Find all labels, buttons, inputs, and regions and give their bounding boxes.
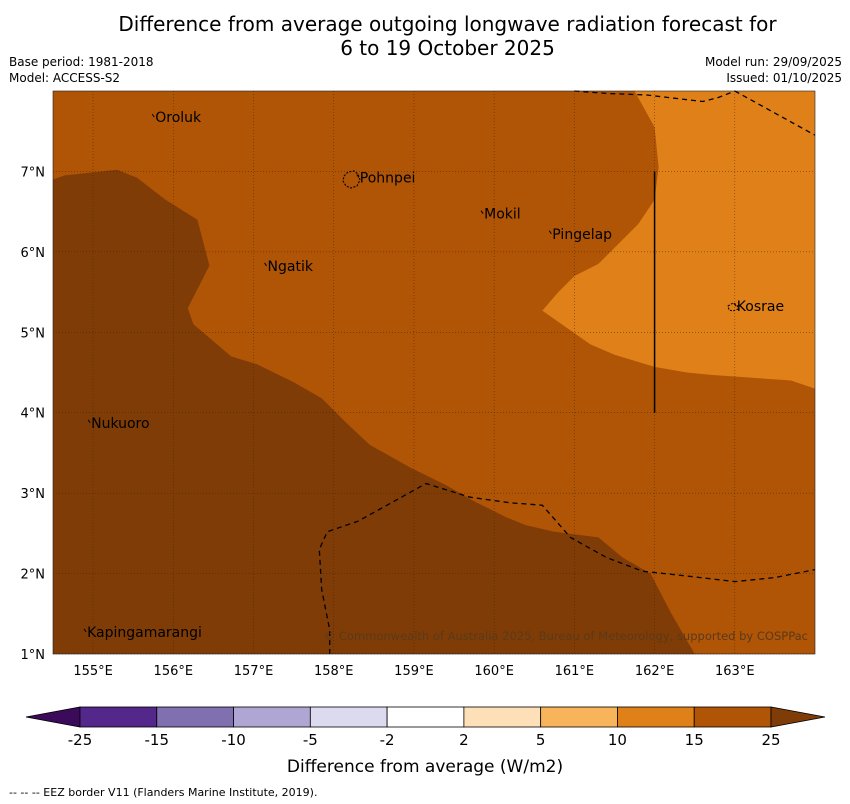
colorbar-tick-label: 25 xyxy=(761,731,780,749)
base-period-text: Base period: 1981-2018 xyxy=(9,55,154,69)
colorbar-tick-label: 15 xyxy=(685,731,704,749)
colorbar-segment xyxy=(386,706,465,728)
place-marker xyxy=(151,113,155,118)
colorbar-tick-label: -10 xyxy=(221,731,246,749)
place-marker xyxy=(264,262,267,267)
y-tick-label: 1°N xyxy=(21,648,46,663)
colorbar-tick-label: -25 xyxy=(68,731,93,749)
x-tick-label: 155°E xyxy=(73,664,113,679)
place-marker xyxy=(733,302,737,307)
place-marker xyxy=(548,230,552,235)
x-tick-label: 160°E xyxy=(474,664,514,679)
colorbar-segment xyxy=(463,706,542,728)
colorbar-title: Difference from average (W/m2) xyxy=(287,757,563,777)
place-label-kosrae: Kosrae xyxy=(737,299,784,315)
colorbar-tick-label: -5 xyxy=(303,731,318,749)
colorbar-under-arrow xyxy=(25,706,81,728)
eez-border-line xyxy=(318,482,816,654)
title-line-2: 6 to 19 October 2025 xyxy=(340,36,555,60)
y-tick-label: 4°N xyxy=(21,407,46,422)
colorbar-segment xyxy=(309,706,388,728)
place-label-kapingamarangi: Kapingamarangi xyxy=(87,625,202,641)
eez-border-line xyxy=(734,90,816,136)
place-marker xyxy=(83,628,87,633)
place-marker xyxy=(356,174,360,178)
graticule xyxy=(53,91,815,655)
copyright-text: © Commonwealth of Australia 2025, Bureau… xyxy=(324,629,808,643)
kosrae-outline-icon xyxy=(727,302,739,312)
model-info: Base period: 1981-2018 Model: ACCESS-S2 xyxy=(9,54,154,86)
y-tick-label: 5°N xyxy=(21,326,46,341)
x-tick-label: 162°E xyxy=(635,664,675,679)
y-tick-label: 6°N xyxy=(21,246,46,261)
colorbar-over-arrow xyxy=(770,706,826,728)
place-label-nukuoro: Nukuoro xyxy=(91,416,149,432)
place-label-mokil: Mokil xyxy=(484,207,521,223)
place-marker xyxy=(87,419,91,424)
colorbar-segment xyxy=(79,706,158,728)
anomaly-regions xyxy=(53,91,815,655)
place-label-pingelap: Pingelap xyxy=(552,227,612,243)
y-tick-label: 2°N xyxy=(21,568,46,583)
x-tick-label: 163°E xyxy=(715,664,755,679)
map-frame xyxy=(52,90,816,655)
colorbar-segment xyxy=(156,706,234,728)
issued-text: Issued: 01/10/2025 xyxy=(726,71,842,85)
model-text: Model: ACCESS-S2 xyxy=(9,71,121,85)
colorbar-tick-label: 5 xyxy=(536,731,546,749)
colorbar-tick-label: -15 xyxy=(145,731,170,749)
place-label-pohnpei: Pohnpei xyxy=(360,170,416,186)
y-tick-label: 7°N xyxy=(21,165,46,180)
colorbar: -25 -15 -10 -5 -2 2 5 10 15 25 xyxy=(25,706,826,749)
colorbar-tick-label: -2 xyxy=(380,731,395,749)
place-label-ngatik: Ngatik xyxy=(268,259,314,275)
pohnpei-outline-icon xyxy=(342,170,361,189)
x-tick-label: 158°E xyxy=(314,664,354,679)
chart-title: Difference from average outgoing longwav… xyxy=(0,12,850,60)
island-outlines xyxy=(342,170,739,312)
region-over-25 xyxy=(53,169,695,655)
axis-ticks: 155°E 156°E 157°E 158°E 159°E 160°E 161°E 162°E… xyxy=(21,165,755,679)
place-label-oroluk: Oroluk xyxy=(155,110,202,126)
model-run-text: Model run: 29/09/2025 xyxy=(704,55,842,69)
colorbar-segment xyxy=(617,706,695,728)
colorbar-tick-label: 2 xyxy=(459,731,469,749)
x-tick-label: 159°E xyxy=(394,664,434,679)
title-line-1: Difference from average outgoing longwav… xyxy=(118,12,777,36)
colorbar-segment xyxy=(233,706,311,728)
colorbar-segment xyxy=(693,706,772,728)
eez-borders xyxy=(318,90,816,654)
region-10-to-15 xyxy=(475,91,815,389)
place-labels: Oroluk Pohnpei Mokil Pingelap Ngatik Kosrae Nu… xyxy=(83,110,784,641)
eez-border-line xyxy=(574,90,736,103)
x-tick-label: 161°E xyxy=(555,664,595,679)
x-tick-label: 157°E xyxy=(234,664,274,679)
y-tick-label: 3°N xyxy=(21,487,46,502)
colorbar-tick-label: 10 xyxy=(608,731,627,749)
run-info: Model run: 29/09/2025 Issued: 01/10/2025 xyxy=(705,54,842,86)
eez-footnote: -- -- -- EEZ border V11 (Flanders Marine… xyxy=(9,786,318,799)
x-tick-label: 156°E xyxy=(154,664,194,679)
colorbar-segment xyxy=(540,706,618,728)
place-marker xyxy=(480,210,484,214)
